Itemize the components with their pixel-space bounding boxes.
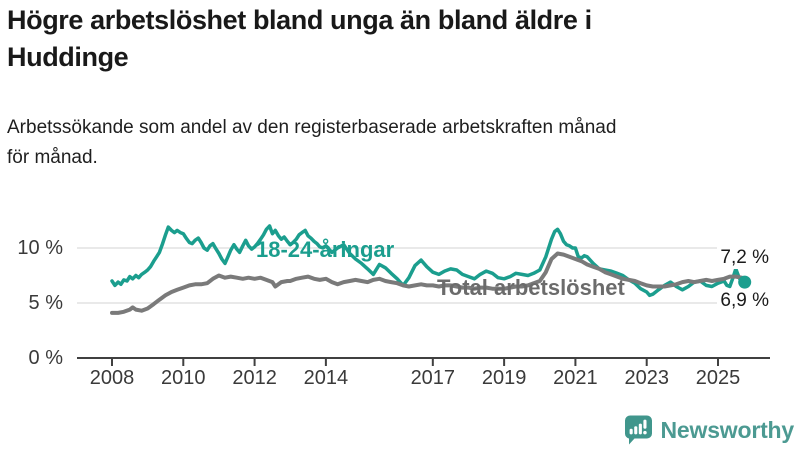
bar-2 [633,426,637,435]
x-axis-label-2012: 2012 [232,367,277,389]
end-value-label-18-24: 6,9 % [717,290,772,312]
x-axis-label-2010: 2010 [161,367,206,389]
page-title: Högre arbetslöshet bland unga än bland ä… [7,2,791,76]
end-value-label-total: 7,2 % [717,247,772,269]
latest-value-dot [738,275,752,289]
x-axis-label-2008: 2008 [89,367,135,389]
x-axis-label-2014: 2014 [303,367,349,389]
exclamation-dot [642,430,647,435]
chart-subtitle-line2: för månad. [7,147,98,168]
chart-subtitle: Arbetssökande som andel av den registerb… [7,113,791,173]
y-axis-label-5: 5 % [28,292,63,314]
newsworthy-logo: Newsworthy [624,414,794,446]
y-axis-label-0: 0 % [28,347,63,369]
speech-bubble-shape [624,415,652,445]
x-axis-label-2025: 2025 [695,367,741,389]
x-axis-label-2019: 2019 [481,367,527,389]
page-title-line2: Huddinge [7,42,129,72]
newsworthy-logo-icon [624,415,652,445]
series-label-18-24: 18-24-åringar [256,237,395,262]
x-axis-label-2021: 2021 [553,367,598,389]
brand-name: Newsworthy [660,416,795,443]
bar-1 [629,428,633,435]
series-line-total [110,251,747,315]
exclamation-bar [642,419,647,429]
y-axis-label-10: 10 % [17,237,63,259]
bar-3 [638,423,642,435]
page-title-line1: Högre arbetslöshet bland unga än bland ä… [7,5,592,35]
series-line-18-24 [110,224,747,298]
x-axis-label-2023: 2023 [624,367,669,389]
series-label-total: Total arbetslöshet [437,275,625,300]
x-axis-label-2017: 2017 [410,367,456,389]
chart-subtitle-line1: Arbetssökande som andel av den registerb… [7,117,617,138]
